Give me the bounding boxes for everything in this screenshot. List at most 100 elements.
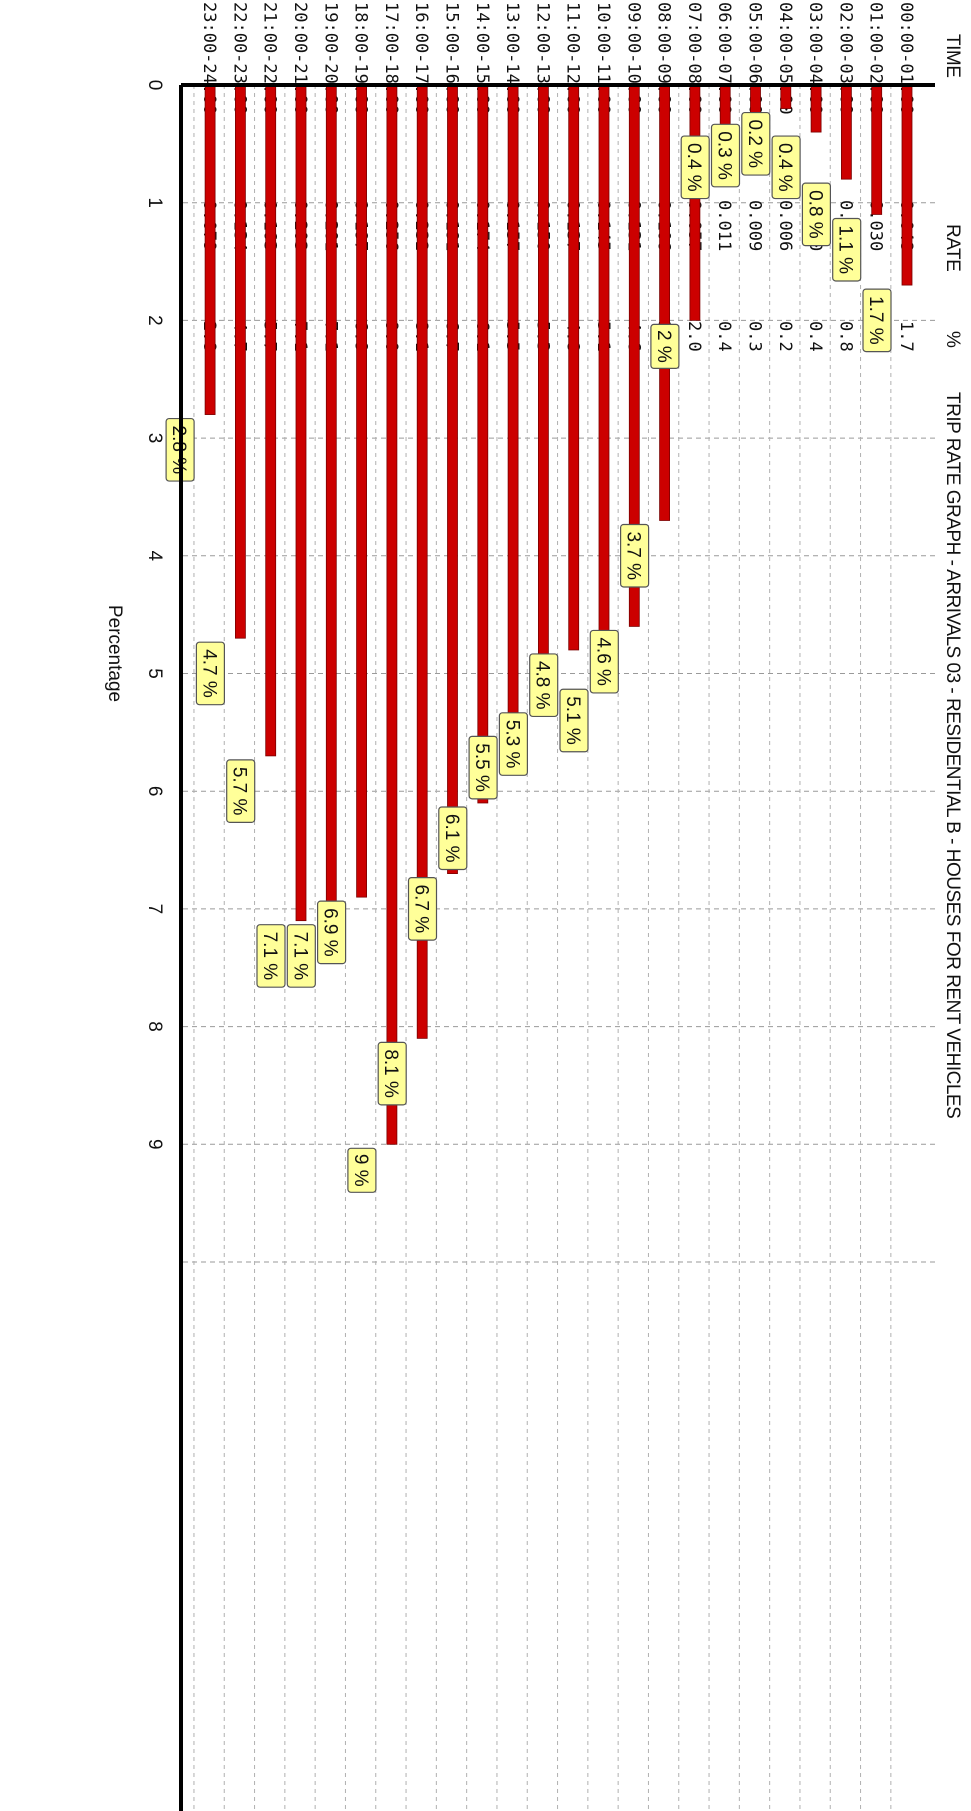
data-label-text: 0.4 % bbox=[774, 143, 795, 192]
rate-column-header: RATE bbox=[942, 224, 963, 271]
data-label-text: 5.5 % bbox=[471, 743, 492, 792]
data-label: 0.3 % bbox=[710, 123, 741, 188]
data-label: 5.5 % bbox=[468, 735, 498, 800]
percent-cell: 0.8 bbox=[835, 321, 855, 352]
percent-cell: 0.2 bbox=[775, 321, 795, 352]
data-label: 0.4 % bbox=[771, 135, 801, 200]
data-label-text: 9 % bbox=[350, 1154, 371, 1187]
data-label-text: 3.7 % bbox=[623, 531, 644, 580]
bar bbox=[871, 84, 883, 215]
data-label-text: 0.4 % bbox=[683, 143, 704, 192]
data-label-box bbox=[710, 123, 741, 188]
data-label: 1.7 % bbox=[862, 288, 892, 353]
data-label: 0.4 % bbox=[680, 135, 710, 200]
data-label: 5.1 % bbox=[559, 688, 589, 753]
bar bbox=[477, 84, 489, 804]
data-label-box bbox=[407, 876, 438, 941]
rate-cell: 0.011 bbox=[714, 200, 734, 251]
data-label-text: 1.7 % bbox=[865, 296, 886, 345]
bars bbox=[204, 84, 913, 1145]
data-label-box bbox=[589, 629, 619, 694]
data-label-text: 6.9 % bbox=[320, 908, 341, 957]
bar bbox=[689, 84, 701, 321]
data-label-text: 4.6 % bbox=[592, 637, 613, 686]
chart-title: TRIP RATE GRAPH - ARRIVALS 03 - RESIDENT… bbox=[942, 392, 963, 1118]
bar bbox=[537, 84, 549, 710]
bar bbox=[447, 84, 458, 874]
data-label-box bbox=[498, 712, 528, 776]
data-label: 0.2 % bbox=[741, 111, 771, 176]
data-label-box bbox=[680, 135, 710, 200]
data-label-text: 4.7 % bbox=[198, 649, 219, 698]
data-label: 8.1 % bbox=[377, 1041, 407, 1106]
data-label-text: 7.1 % bbox=[289, 932, 310, 981]
data-label-box bbox=[741, 111, 771, 176]
data-label-text: 2 % bbox=[653, 330, 674, 363]
data-label-box bbox=[316, 900, 347, 965]
data-label: 7.1 % bbox=[286, 924, 316, 988]
rate-cell: 0.009 bbox=[745, 200, 765, 251]
x-tick-label: 4 bbox=[144, 551, 165, 562]
bar bbox=[659, 84, 671, 521]
bar bbox=[780, 84, 792, 109]
x-axis-label: Percentage bbox=[104, 605, 125, 702]
data-label-text: 6.1 % bbox=[441, 814, 462, 863]
data-label: 7.1 % bbox=[256, 924, 286, 988]
data-label: 3.7 % bbox=[620, 523, 650, 588]
percent-cell: 2.0 bbox=[684, 321, 704, 352]
percent-cell: 0.4 bbox=[805, 321, 825, 352]
data-label: 9 % bbox=[347, 1147, 377, 1193]
data-label: 4.6 % bbox=[589, 629, 619, 694]
data-label-text: 2.8 % bbox=[168, 426, 189, 475]
data-label: 0.8 % bbox=[801, 182, 831, 247]
data-label-box bbox=[468, 735, 498, 800]
percent-column-header: % bbox=[942, 331, 963, 348]
data-label: 4.7 % bbox=[195, 641, 226, 706]
data-label-text: 5.7 % bbox=[229, 767, 250, 816]
x-tick-label: 1 bbox=[144, 197, 165, 208]
data-label-box bbox=[377, 1041, 407, 1106]
header-row: TIME RATE % TRIP RATE GRAPH - ARRIVALS 0… bbox=[942, 34, 963, 1118]
data-label-text: 7.1 % bbox=[259, 932, 280, 981]
x-tick-label: 9 bbox=[144, 1139, 165, 1150]
data-label-box bbox=[862, 288, 892, 353]
bar bbox=[295, 84, 307, 922]
data-label-box bbox=[438, 806, 468, 871]
data-label: 6.7 % bbox=[407, 876, 438, 941]
percent-cell: 0.3 bbox=[745, 321, 765, 352]
data-label: 6.9 % bbox=[316, 900, 347, 965]
data-label-box bbox=[650, 323, 680, 369]
bar bbox=[598, 84, 610, 686]
data-label-text: 5.1 % bbox=[562, 696, 583, 745]
x-tick-label: 7 bbox=[144, 904, 165, 915]
data-label-box bbox=[529, 653, 559, 718]
data-label-box bbox=[286, 924, 316, 988]
x-tick-label: 6 bbox=[144, 786, 165, 797]
data-label-text: 5.3 % bbox=[501, 720, 522, 769]
data-label-text: 8.1 % bbox=[380, 1049, 401, 1098]
bar bbox=[568, 84, 580, 651]
x-tick-label: 8 bbox=[144, 1021, 165, 1032]
data-label-box bbox=[226, 759, 256, 823]
data-label-box bbox=[256, 924, 286, 988]
data-label-text: 0.2 % bbox=[744, 119, 765, 168]
x-tick-label: 2 bbox=[144, 315, 165, 326]
bar bbox=[507, 84, 519, 733]
data-labels: 1.7 % 1.1 % 0.8 % 0.4 % 0.2 % 0.3 % 0.4 % 2 % 3.… bbox=[165, 111, 892, 1193]
bar bbox=[356, 84, 367, 898]
data-label-box bbox=[195, 641, 226, 706]
percent-cell: 0.4 bbox=[714, 321, 734, 352]
data-label-text: 0.3 % bbox=[714, 131, 735, 180]
data-label-text: 1.1 % bbox=[835, 225, 856, 274]
bar bbox=[265, 84, 277, 757]
bar bbox=[386, 84, 398, 1145]
bar bbox=[204, 84, 216, 415]
data-label-box bbox=[832, 217, 862, 282]
data-label-box bbox=[771, 135, 801, 200]
bar bbox=[841, 84, 852, 180]
rate-cell: 0.006 bbox=[775, 200, 795, 251]
data-label-text: 4.8 % bbox=[532, 661, 553, 710]
data-label: 5.3 % bbox=[498, 712, 528, 776]
